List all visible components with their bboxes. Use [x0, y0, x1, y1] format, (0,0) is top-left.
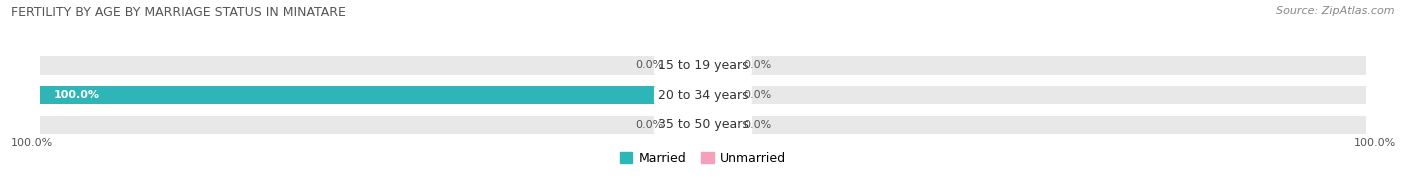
Bar: [673, 86, 703, 104]
Bar: [41, 86, 1365, 104]
Bar: [41, 115, 1365, 134]
Bar: [673, 56, 703, 75]
Bar: [703, 115, 733, 134]
Text: 0.0%: 0.0%: [636, 60, 664, 70]
Bar: [41, 56, 1365, 75]
Text: 0.0%: 0.0%: [742, 60, 770, 70]
Text: 0.0%: 0.0%: [742, 90, 770, 100]
Legend: Married, Unmarried: Married, Unmarried: [614, 147, 792, 170]
Bar: [673, 115, 703, 134]
Text: 0.0%: 0.0%: [636, 120, 664, 130]
Bar: [703, 56, 733, 75]
Text: 0.0%: 0.0%: [742, 120, 770, 130]
Text: 20 to 34 years: 20 to 34 years: [658, 89, 748, 102]
Text: Source: ZipAtlas.com: Source: ZipAtlas.com: [1277, 6, 1395, 16]
Text: FERTILITY BY AGE BY MARRIAGE STATUS IN MINATARE: FERTILITY BY AGE BY MARRIAGE STATUS IN M…: [11, 6, 346, 19]
Bar: [41, 86, 703, 104]
Text: 100.0%: 100.0%: [53, 90, 100, 100]
Text: 35 to 50 years: 35 to 50 years: [658, 118, 748, 131]
Text: 15 to 19 years: 15 to 19 years: [658, 59, 748, 72]
Bar: [703, 86, 733, 104]
Text: 100.0%: 100.0%: [10, 138, 52, 148]
Text: 100.0%: 100.0%: [1354, 138, 1396, 148]
